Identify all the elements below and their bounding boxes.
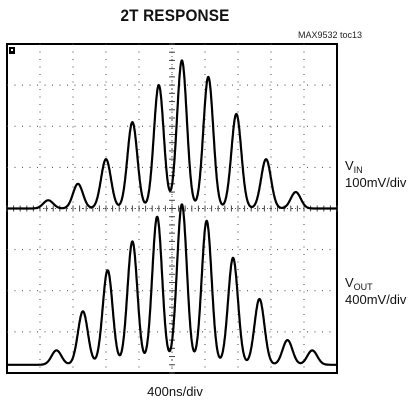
vin-scale: 100mV/div	[345, 175, 407, 190]
vout-name: V	[345, 275, 354, 290]
vin-trace	[6, 59, 338, 210]
vout-channel-label: VOUT 400mV/div	[345, 275, 406, 307]
vin-subscript: IN	[353, 165, 363, 175]
plot-grid	[6, 43, 338, 374]
vout-trace	[6, 203, 338, 366]
vout-scale: 400mV/div	[345, 292, 407, 307]
vout-subscript: OUT	[353, 282, 373, 292]
chart-title: 2T RESPONSE	[120, 6, 230, 25]
plot-traces	[6, 59, 338, 366]
vin-channel-label: VIN 100mV/div	[345, 158, 406, 190]
vin-name: V	[345, 158, 354, 173]
figure-id: MAX9532 toc13	[297, 30, 362, 40]
plot-markers	[9, 47, 15, 54]
trigger-marker-notch	[11, 49, 13, 51]
x-axis-scale: 400ns/div	[147, 384, 203, 399]
